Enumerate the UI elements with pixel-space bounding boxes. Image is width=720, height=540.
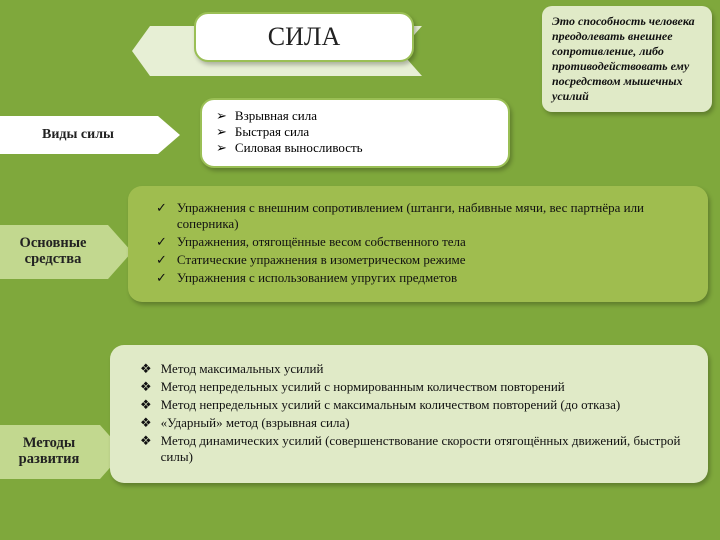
list-item: ➢ Быстрая сила bbox=[216, 124, 494, 140]
arrow-icon: ➢ bbox=[216, 124, 227, 140]
list-item: ❖ Метод непредельных усилий с нормирован… bbox=[140, 379, 688, 395]
means-item: Упражнения с использованием упругих пред… bbox=[177, 270, 457, 286]
means-label-text: Основные средства bbox=[4, 236, 102, 268]
definition-box: Это способность человека преодолевать вн… bbox=[542, 6, 712, 112]
means-label-arrow: Основные средства bbox=[0, 225, 108, 279]
types-panel: ➢ Взрывная сила ➢ Быстрая сила ➢ Силовая… bbox=[200, 98, 510, 168]
types-label-arrow: Виды силы bbox=[0, 116, 158, 154]
means-item: Упражнения с внешним сопротивлением (шта… bbox=[177, 200, 690, 232]
arrow-icon: ➢ bbox=[216, 140, 227, 156]
check-icon: ✓ bbox=[156, 200, 167, 216]
list-item: ❖ «Ударный» метод (взрывная сила) bbox=[140, 415, 688, 431]
check-icon: ✓ bbox=[156, 270, 167, 286]
methods-item: «Ударный» метод (взрывная сила) bbox=[161, 415, 350, 431]
check-icon: ✓ bbox=[156, 234, 167, 250]
methods-item: Метод непредельных усилий с нормированны… bbox=[161, 379, 565, 395]
methods-item: Метод максимальных усилий bbox=[161, 361, 324, 377]
types-item: Быстрая сила bbox=[235, 124, 309, 140]
methods-label-text: Методы развития bbox=[4, 436, 94, 468]
title-banner: СИЛА bbox=[150, 12, 430, 82]
list-item: ➢ Силовая выносливость bbox=[216, 140, 494, 156]
list-item: ✓ Упражнения с использованием упругих пр… bbox=[156, 270, 690, 286]
types-item: Силовая выносливость bbox=[235, 140, 363, 156]
types-item: Взрывная сила bbox=[235, 108, 317, 124]
list-item: ❖ Метод непредельных усилий с максимальн… bbox=[140, 397, 688, 413]
list-item: ✓ Упражнения с внешним сопротивлением (ш… bbox=[156, 200, 690, 232]
list-item: ❖ Метод динамических усилий (совершенств… bbox=[140, 433, 688, 465]
arrow-icon: ➢ bbox=[216, 108, 227, 124]
means-item: Статические упражнения в изометрическом … bbox=[177, 252, 466, 268]
diamond-icon: ❖ bbox=[140, 379, 151, 395]
types-label-text: Виды силы bbox=[42, 127, 114, 143]
list-item: ➢ Взрывная сила bbox=[216, 108, 494, 124]
methods-item: Метод непредельных усилий с максимальным… bbox=[161, 397, 621, 413]
diamond-icon: ❖ bbox=[140, 397, 151, 413]
page-title: СИЛА bbox=[194, 12, 414, 62]
list-item: ❖ Метод максимальных усилий bbox=[140, 361, 688, 377]
list-item: ✓ Статические упражнения в изометрическо… bbox=[156, 252, 690, 268]
methods-panel: ❖ Метод максимальных усилий ❖ Метод непр… bbox=[110, 345, 708, 483]
list-item: ✓ Упражнения, отягощённые весом собствен… bbox=[156, 234, 690, 250]
methods-label-arrow: Методы развития bbox=[0, 425, 100, 479]
methods-item: Метод динамических усилий (совершенствов… bbox=[161, 433, 688, 465]
means-item: Упражнения, отягощённые весом собственно… bbox=[177, 234, 466, 250]
diamond-icon: ❖ bbox=[140, 361, 151, 377]
diamond-icon: ❖ bbox=[140, 415, 151, 431]
means-panel: ✓ Упражнения с внешним сопротивлением (ш… bbox=[128, 186, 708, 302]
diamond-icon: ❖ bbox=[140, 433, 151, 449]
check-icon: ✓ bbox=[156, 252, 167, 268]
